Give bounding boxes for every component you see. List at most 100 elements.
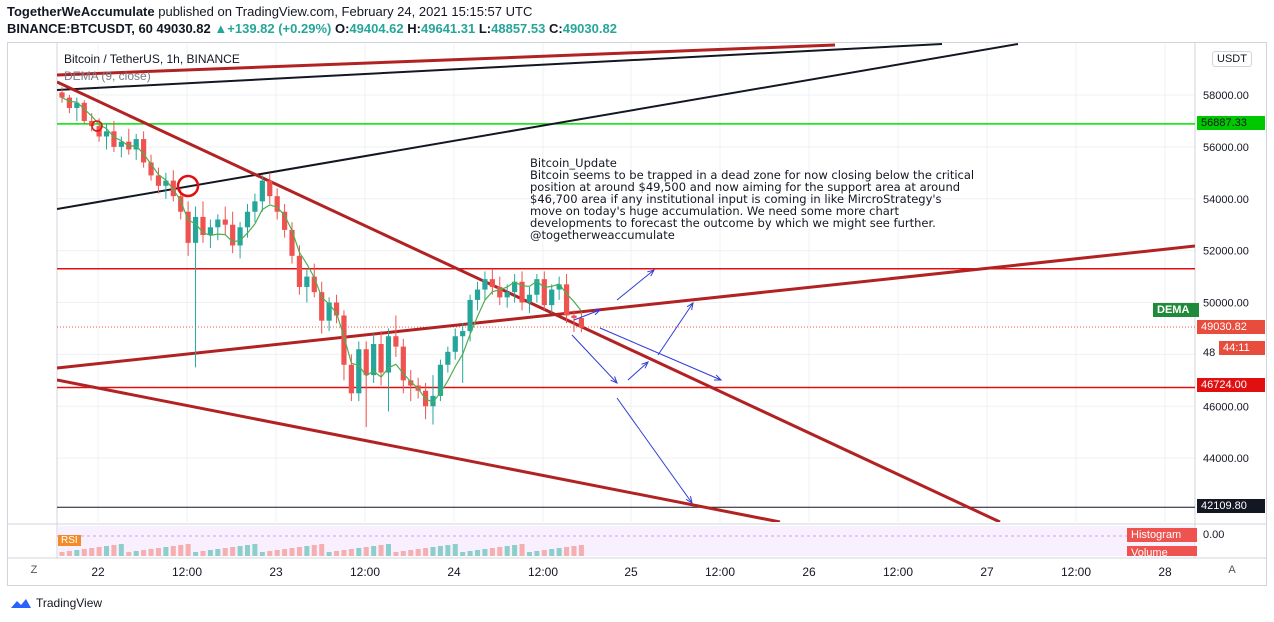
candle-body [178, 196, 184, 212]
chart-frame[interactable] [7, 42, 1267, 586]
analysis-note: Bitcoin_Update Bitcoin seems to be trapp… [530, 156, 975, 242]
volume-bar [393, 552, 399, 556]
volume-bar [81, 549, 87, 556]
candle-body [378, 344, 384, 373]
trendline-top-black-2 [57, 43, 1019, 210]
candle-body [118, 141, 124, 147]
candle-body [571, 315, 577, 319]
volume-bar [245, 545, 250, 556]
volume-bar [252, 544, 258, 556]
volume-bar [371, 546, 377, 556]
author-name[interactable]: TogetherWeAccumulate [7, 4, 155, 19]
candle-body [341, 315, 347, 365]
sub-pane-zero: 0.00 [1203, 529, 1225, 541]
x-tick-label: 25 [624, 565, 638, 579]
volume-bar [341, 550, 347, 556]
legend-indicator[interactable]: DEMA (9, close) [64, 69, 151, 83]
volume-bar [475, 550, 481, 556]
countdown-badge: 44:11 [1219, 341, 1265, 355]
candle-body [467, 299, 473, 332]
volume-bar [178, 545, 184, 556]
brand-name: TradingView [36, 596, 103, 610]
rsi-badge[interactable]: RSI [58, 535, 81, 546]
candle-body [578, 318, 584, 328]
volume-bar [564, 547, 570, 556]
volume-bar [445, 545, 451, 556]
candle-body [319, 292, 325, 321]
candle-body [200, 216, 206, 236]
open-label: O: [334, 21, 350, 36]
projection-arrow [573, 309, 601, 321]
volume-bar [541, 550, 547, 556]
volume-bar [378, 545, 384, 556]
y-tick-label: 52000.00 [1203, 246, 1249, 258]
partial-tick: 48 [1203, 347, 1216, 359]
candle-body [333, 302, 340, 316]
last-price: 49030.82 [156, 21, 211, 36]
auto-scale-button[interactable]: A [1228, 564, 1236, 576]
candle-body [311, 276, 317, 293]
candle-body [59, 92, 65, 98]
volume-bar [497, 547, 503, 556]
volume-bar [96, 547, 102, 556]
arrow-head [647, 269, 655, 277]
candle-body [534, 279, 540, 295]
candle-body [563, 284, 570, 316]
candle-body [274, 196, 280, 212]
volume-bar [267, 551, 273, 556]
volume-bar [356, 548, 362, 556]
arrow-head [685, 496, 693, 505]
volume-bar [163, 547, 169, 556]
pane-group [57, 43, 1195, 522]
footer-brand[interactable]: TradingView [10, 596, 102, 610]
volume-bar [348, 549, 354, 556]
x-tick-label: 28 [1158, 565, 1172, 579]
volume-bar [334, 551, 340, 556]
volume-bar [66, 551, 72, 556]
projection-arrow [571, 334, 618, 384]
volume-bar [319, 544, 325, 556]
arrow-head [686, 301, 694, 310]
candle-body [222, 219, 228, 225]
volume-bar [59, 552, 65, 556]
candle-body [89, 120, 95, 127]
volume-bar [222, 548, 228, 556]
dema-badge: DEMA [1153, 303, 1199, 317]
low-label: L: [478, 21, 492, 36]
currency-label[interactable]: USDT [1212, 51, 1252, 67]
candle-body [259, 180, 265, 202]
y-tick-label: 54000.00 [1203, 194, 1249, 206]
volume-bar [141, 550, 147, 556]
x-tick-label: 22 [91, 565, 105, 579]
volume-bar [126, 552, 132, 556]
histogram-badge: Histogram [1127, 528, 1197, 542]
volume-bar [207, 550, 213, 556]
arrow-head [641, 361, 649, 369]
level-badge-green: 56887.33 [1197, 116, 1265, 130]
high-label: H: [407, 21, 421, 36]
trendline-rising [57, 244, 1195, 370]
candle-body [267, 180, 273, 197]
volume-bar [571, 546, 577, 556]
volume-bar [237, 546, 243, 556]
volume-bar [215, 549, 221, 556]
last-price-badge: 49030.82 [1197, 320, 1265, 334]
candle-body [155, 175, 162, 186]
low-value: 48857.53 [491, 21, 546, 36]
candle-body [148, 162, 154, 176]
volume-bar [489, 548, 495, 556]
trendline-top-black-1 [57, 43, 943, 91]
candle-body [526, 294, 533, 303]
volume-bar [296, 547, 302, 556]
x-tick-label: 12:00 [883, 565, 913, 579]
volume-bar [111, 545, 117, 556]
x-tick-label: 23 [269, 565, 283, 579]
volume-bar [578, 545, 584, 556]
legend-symbol[interactable]: Bitcoin / TetherUS, 1h, BINANCE [64, 52, 240, 66]
zoom-left-button[interactable]: Z [30, 564, 38, 576]
y-tick-label: 44000.00 [1203, 453, 1249, 465]
volume-bar [482, 549, 488, 556]
candle-body [497, 286, 503, 298]
candle-body [549, 289, 555, 306]
